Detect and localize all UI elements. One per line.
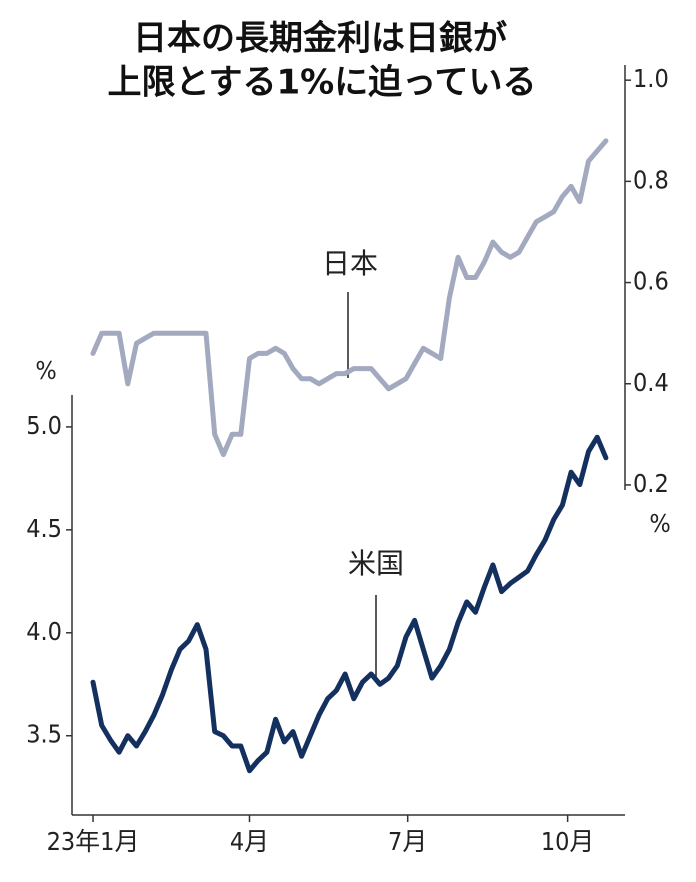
y-tick-label: 4.5 — [26, 514, 62, 543]
y2-tick-label: 1.0 — [633, 64, 669, 93]
y-tick-label: 3.5 — [26, 720, 62, 749]
y2-tick-label: 0.6 — [633, 267, 669, 296]
y-tick-label: 5.0 — [26, 411, 62, 440]
x-tick-label: 10月 — [541, 827, 595, 856]
y2-tick-label: 0.8 — [633, 165, 669, 194]
y2-tick-label: 0.4 — [633, 368, 669, 397]
chart-title: 日本の長期金利は日銀が — [133, 19, 507, 59]
series-label: 米国 — [348, 547, 404, 580]
series-label: 日本 — [322, 247, 378, 280]
x-tick-label: 23年1月 — [47, 827, 140, 856]
x-tick-label: 7月 — [388, 827, 427, 856]
chart-title: 上限とする1%に迫っている — [107, 63, 536, 103]
y2-axis-unit: % — [649, 509, 670, 538]
y2-tick-label: 0.2 — [633, 469, 669, 498]
x-tick-label: 4月 — [230, 827, 269, 856]
series-line — [90, 434, 609, 774]
series-line — [90, 138, 609, 458]
y-tick-label: 4.0 — [26, 617, 62, 646]
y-axis-unit: % — [35, 356, 56, 385]
